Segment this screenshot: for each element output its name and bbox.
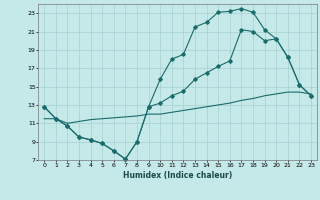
X-axis label: Humidex (Indice chaleur): Humidex (Indice chaleur): [123, 171, 232, 180]
